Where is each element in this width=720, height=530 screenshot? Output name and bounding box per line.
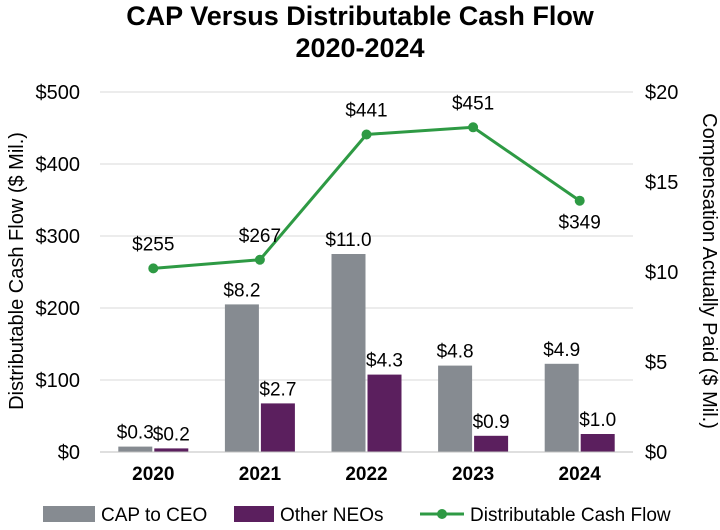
line-data-label: $349 xyxy=(559,213,601,234)
x-tick-label: 2024 xyxy=(559,464,602,485)
y-right-tick-label: $0 xyxy=(645,442,667,464)
y-left-tick-label: $0 xyxy=(58,442,80,464)
legend-marker xyxy=(437,509,447,519)
bar-other-neos-2023 xyxy=(474,435,509,452)
bar-data-label: $1.0 xyxy=(579,410,616,431)
x-tick-label: 2021 xyxy=(239,464,282,485)
left-axis-ticks: $0 $100 $200 $300 $400 $500 xyxy=(36,82,81,464)
legend-label: Distributable Cash Flow xyxy=(470,505,671,526)
right-axis-ticks: $0 $5 $10 $15 $20 xyxy=(645,82,678,464)
y-right-tick-label: $20 xyxy=(645,82,678,104)
y-axis-right-label: Compensation Actually Paid ($ Mil.) xyxy=(698,113,720,429)
line-point xyxy=(254,254,265,265)
bar-data-label: $11.0 xyxy=(325,230,371,251)
bar-other-neos-2022 xyxy=(367,374,402,452)
legend: CAP to CEO Other NEOs Distributable Cash F… xyxy=(43,505,671,526)
bar-cap-to-ceo-2022 xyxy=(331,254,366,452)
legend-label: Other NEOs xyxy=(280,505,383,526)
line-data-label: $267 xyxy=(239,226,281,247)
bars: $0.3 $0.2 $8.2 $2.7 $11.0 $4.3 $4.8 $0.9 $4.9 $1.… xyxy=(117,230,616,452)
x-tick-label: 2022 xyxy=(345,464,387,485)
bar-data-label: $4.9 xyxy=(543,340,580,361)
bar-cap-to-ceo-2023 xyxy=(438,365,473,452)
y-left-tick-label: $300 xyxy=(36,226,81,248)
y-left-tick-label: $400 xyxy=(36,154,81,176)
y-left-tick-label: $200 xyxy=(36,298,81,320)
bar-cap-to-ceo-2020 xyxy=(118,446,153,452)
bar-data-label: $0.3 xyxy=(117,423,154,444)
line-data-label: $441 xyxy=(345,100,387,121)
line-series: $255 $267 $441 $451 $349 xyxy=(132,93,601,274)
y-left-tick-label: $100 xyxy=(36,370,81,392)
line-data-label: $255 xyxy=(132,234,174,255)
bar-cap-to-ceo-2021 xyxy=(224,304,259,452)
bar-other-neos-2024 xyxy=(580,434,615,452)
bar-data-label: $0.9 xyxy=(473,412,510,433)
line-point xyxy=(468,122,479,133)
bar-other-neos-2021 xyxy=(260,403,295,452)
bar-data-label: $4.3 xyxy=(366,351,403,372)
line-data-label: $451 xyxy=(452,93,494,114)
y-right-tick-label: $15 xyxy=(645,172,678,194)
line-point xyxy=(574,195,585,206)
y-right-tick-label: $5 xyxy=(645,352,667,374)
x-tick-label: 2023 xyxy=(452,464,494,485)
legend-swatch xyxy=(43,506,95,522)
line-point xyxy=(361,129,372,140)
bar-data-label: $4.8 xyxy=(437,342,474,363)
bar-data-label: $0.2 xyxy=(153,424,190,445)
bar-other-neos-2020 xyxy=(154,448,189,452)
y-right-tick-label: $10 xyxy=(645,262,678,284)
y-axis-left-label: Distributable Cash Flow ($ Mil.) xyxy=(6,132,28,410)
y-left-tick-label: $500 xyxy=(36,82,81,104)
x-tick-label: 2020 xyxy=(132,464,174,485)
bar-cap-to-ceo-2024 xyxy=(544,363,579,452)
legend-swatch xyxy=(234,506,274,522)
bar-data-label: $8.2 xyxy=(223,280,260,301)
x-axis: 2020 2021 2022 2023 2024 xyxy=(100,451,633,485)
line-point xyxy=(148,263,159,274)
chart-title: CAP Versus Distributable Cash Flow xyxy=(126,1,595,31)
chart-subtitle: 2020-2024 xyxy=(295,33,424,63)
legend-label: CAP to CEO xyxy=(101,505,207,526)
bar-data-label: $2.7 xyxy=(259,379,296,400)
